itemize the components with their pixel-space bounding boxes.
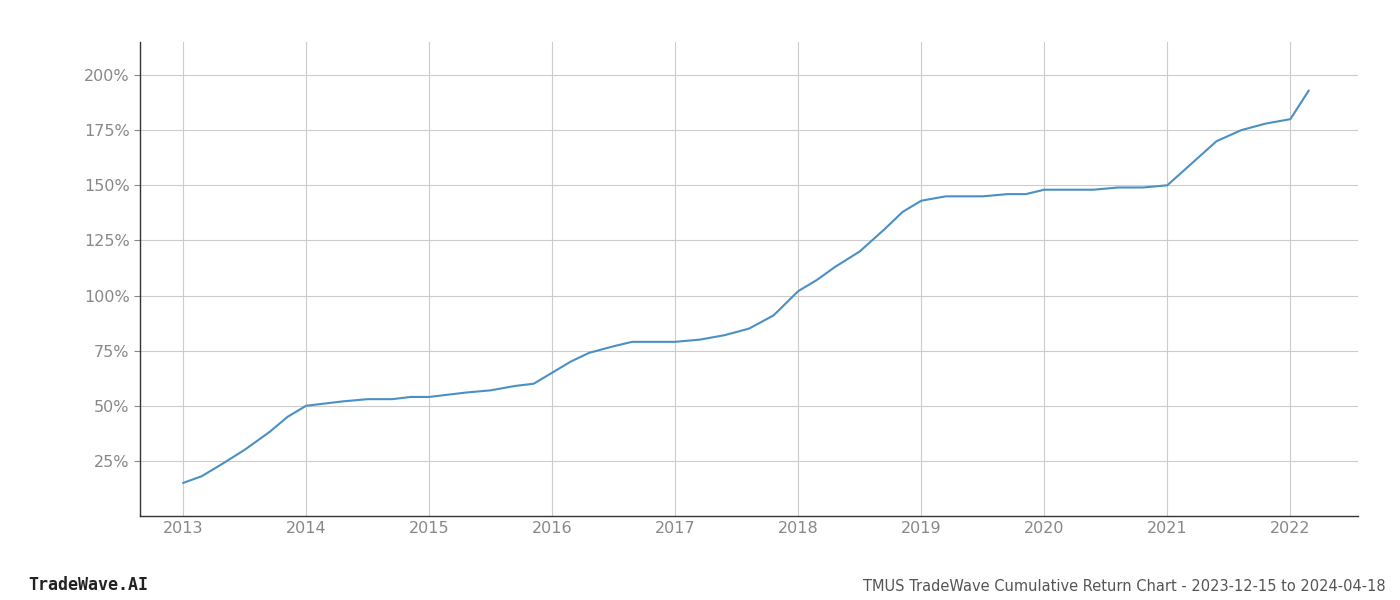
Text: TMUS TradeWave Cumulative Return Chart - 2023-12-15 to 2024-04-18: TMUS TradeWave Cumulative Return Chart -… — [864, 579, 1386, 594]
Text: TradeWave.AI: TradeWave.AI — [28, 576, 148, 594]
